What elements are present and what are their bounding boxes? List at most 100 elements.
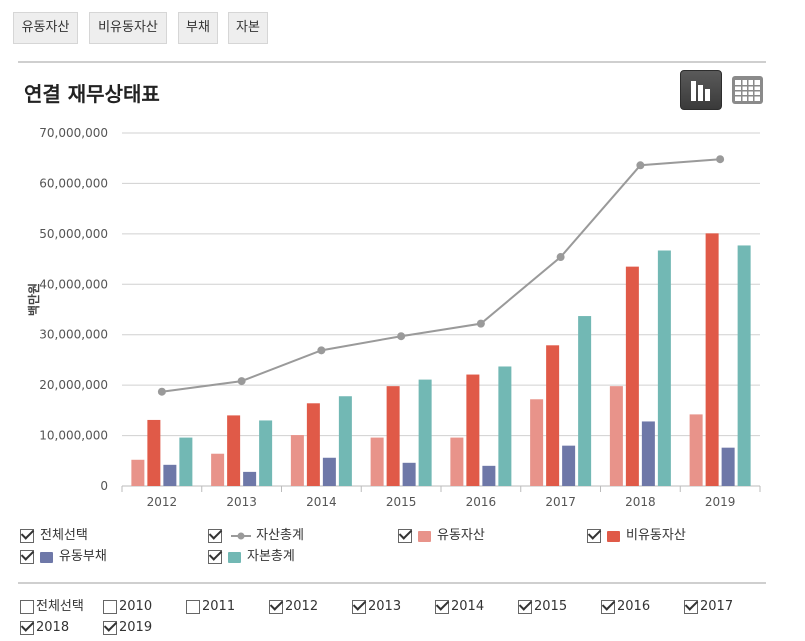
checkbox-icon[interactable] xyxy=(208,550,222,564)
bar-유동부채 xyxy=(641,421,655,486)
year-filter-2018[interactable]: 2018 xyxy=(20,619,69,638)
checkbox-icon[interactable] xyxy=(20,529,34,543)
bar-비유동자산 xyxy=(227,415,241,486)
series-filter-current-liabilities[interactable]: 유동부채 xyxy=(20,548,107,567)
bar-유동부채 xyxy=(721,447,735,486)
checkbox-icon[interactable] xyxy=(684,600,698,614)
series-filter-total-assets[interactable]: 자산총계 xyxy=(208,527,304,546)
y-tick-label: 60,000,000 xyxy=(39,176,108,190)
balance-sheet-chart: 0 10,000,000 20,000,000 30,000,000 40,000,00… xyxy=(26,126,761,509)
year-filter-label: 2019 xyxy=(119,620,153,635)
tab-equity[interactable]: 자본 xyxy=(228,12,268,44)
point-total-assets xyxy=(476,319,485,328)
year-filter-2012[interactable]: 2012 xyxy=(269,598,318,617)
bar-유동부채 xyxy=(482,465,496,486)
x-tick-label: 2012 xyxy=(147,495,178,509)
year-filter-2010[interactable]: 2010 xyxy=(103,598,152,617)
checkbox-icon[interactable] xyxy=(186,600,200,614)
bar-비유동자산 xyxy=(546,345,560,486)
year-filter-2016[interactable]: 2016 xyxy=(601,598,650,617)
year-filter-2013[interactable]: 2013 xyxy=(352,598,401,617)
bar-유동부채 xyxy=(402,462,416,486)
legend-swatch xyxy=(228,551,241,563)
checkbox-icon[interactable] xyxy=(398,529,412,543)
bar-유동자산 xyxy=(211,453,225,486)
checkbox-icon[interactable] xyxy=(269,600,283,614)
bar-유동자산 xyxy=(290,435,304,486)
checkbox-icon[interactable] xyxy=(20,621,34,635)
bar-자본총계 xyxy=(498,366,512,486)
year-filter-label: 2015 xyxy=(534,599,568,614)
series-filter-current-assets[interactable]: 유동자산 xyxy=(398,527,485,546)
checkbox-icon[interactable] xyxy=(587,529,601,543)
x-tick-label: 2016 xyxy=(466,495,497,509)
series-filter-noncurrent-assets[interactable]: 비유동자산 xyxy=(587,527,686,546)
x-tick-label: 2015 xyxy=(386,495,417,509)
point-total-assets xyxy=(716,155,725,164)
tab-noncurrent-assets[interactable]: 비유동자산 xyxy=(89,12,167,44)
series-filter-total-equity[interactable]: 자본총계 xyxy=(208,548,295,567)
y-tick-label: 10,000,000 xyxy=(39,429,108,443)
checkbox-icon[interactable] xyxy=(435,600,449,614)
line-total-assets xyxy=(161,158,721,393)
point-total-assets xyxy=(556,253,565,262)
bar-자본총계 xyxy=(179,437,193,486)
year-filter-label: 2014 xyxy=(451,599,485,614)
bar-유동자산 xyxy=(370,437,384,486)
bar-유동자산 xyxy=(530,399,544,486)
y-tick-label: 0 xyxy=(100,479,108,493)
legend-swatch xyxy=(607,530,620,542)
x-tick-label: 2014 xyxy=(306,495,337,509)
bar-자본총계 xyxy=(737,245,751,486)
point-total-assets xyxy=(636,161,645,170)
tab-liabilities[interactable]: 부채 xyxy=(178,12,218,44)
top-divider xyxy=(18,61,766,63)
bar-유동부채 xyxy=(243,471,257,486)
point-total-assets xyxy=(157,387,166,396)
series-filter-all[interactable]: 전체선택 xyxy=(20,527,88,546)
year-filter-all[interactable]: 전체선택 xyxy=(20,598,84,617)
bar-자본총계 xyxy=(578,316,592,486)
bar-유동자산 xyxy=(131,459,145,486)
checkbox-icon[interactable] xyxy=(208,529,222,543)
year-filter-2014[interactable]: 2014 xyxy=(435,598,484,617)
point-total-assets xyxy=(237,377,246,386)
year-filter-2015[interactable]: 2015 xyxy=(518,598,567,617)
bar-비유동자산 xyxy=(705,233,719,486)
checkbox-icon[interactable] xyxy=(20,550,34,564)
year-filter-2017[interactable]: 2017 xyxy=(684,598,733,617)
year-filter-label: 2010 xyxy=(119,599,153,614)
y-tick-label: 50,000,000 xyxy=(39,227,108,241)
bar-chart-icon[interactable] xyxy=(680,70,722,110)
bar-비유동자산 xyxy=(306,403,320,486)
checkbox-icon[interactable] xyxy=(518,600,532,614)
year-filter-2019[interactable]: 2019 xyxy=(103,619,152,638)
bar-비유동자산 xyxy=(625,266,639,486)
checkbox-icon[interactable] xyxy=(352,600,366,614)
point-total-assets xyxy=(397,332,406,341)
legend-swatch xyxy=(40,551,53,563)
bar-유동부채 xyxy=(163,464,177,486)
checkbox-icon[interactable] xyxy=(601,600,615,614)
year-filter-label: 2018 xyxy=(36,620,70,635)
tab-current-assets[interactable]: 유동자산 xyxy=(13,12,78,44)
line-marker-icon xyxy=(231,532,252,540)
y-tick-label: 30,000,000 xyxy=(39,328,108,342)
bar-유동부채 xyxy=(562,445,576,486)
checkbox-icon[interactable] xyxy=(20,600,34,614)
checkbox-icon[interactable] xyxy=(103,621,117,635)
checkbox-icon[interactable] xyxy=(103,600,117,614)
bar-유동자산 xyxy=(609,386,623,486)
year-filter-label: 2012 xyxy=(285,599,319,614)
y-axis-label: 백만원 xyxy=(26,283,41,316)
x-tick-label: 2018 xyxy=(625,495,656,509)
year-filter-2011[interactable]: 2011 xyxy=(186,598,235,617)
page-title: 연결 재무상태표 xyxy=(24,82,160,106)
x-tick-label: 2013 xyxy=(226,495,257,509)
table-grid-icon[interactable] xyxy=(729,72,766,108)
x-tick-label: 2017 xyxy=(545,495,576,509)
bar-자본총계 xyxy=(418,379,432,486)
year-filter-label: 2013 xyxy=(368,599,402,614)
legend-swatch xyxy=(418,530,431,542)
year-filter-label: 2011 xyxy=(202,599,236,614)
